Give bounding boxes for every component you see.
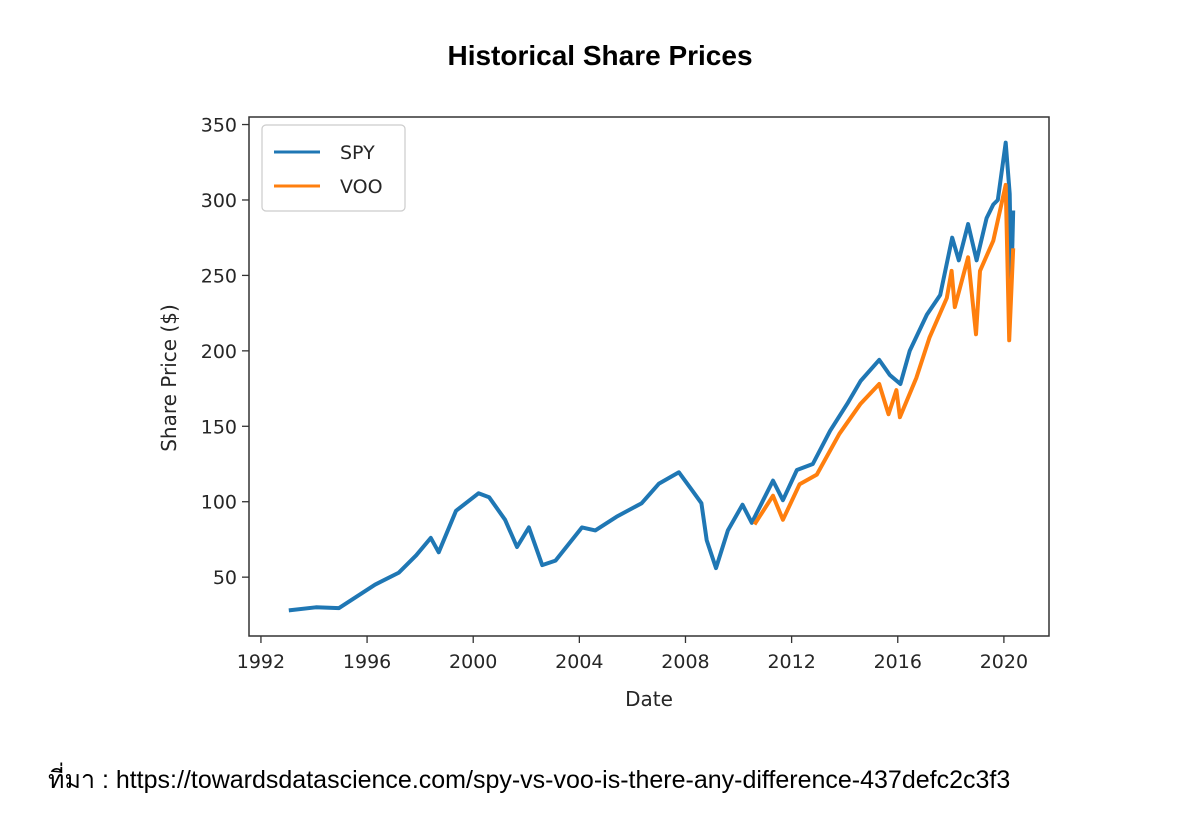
y-tick-label: 150 (201, 416, 237, 438)
y-tick-label: 100 (201, 492, 237, 514)
x-tick-label: 2000 (449, 651, 497, 673)
x-axis-label: Date (625, 687, 673, 711)
x-tick-label: 2004 (555, 651, 603, 673)
legend-label-spy: SPY (340, 142, 375, 164)
y-tick-label: 250 (201, 265, 237, 287)
chart-title: Historical Share Prices (447, 40, 753, 71)
x-tick-label: 2020 (980, 651, 1028, 673)
plot-frame (248, 116, 1050, 637)
series-line-spy (288, 140, 1016, 613)
x-tick-label: 1996 (343, 651, 391, 673)
series-line-voo (752, 182, 1016, 526)
legend: SPY VOO (261, 124, 406, 212)
y-tick-label: 300 (201, 190, 237, 212)
y-tick-label: 350 (201, 115, 237, 137)
legend-frame (261, 124, 406, 212)
x-tick-label: 2016 (874, 651, 922, 673)
y-tick-label: 50 (213, 567, 237, 589)
x-tick-label: 2008 (661, 651, 709, 673)
legend-label-voo: VOO (340, 176, 383, 198)
source-note: ที่มา : https://towardsdatascience.com/s… (48, 766, 1011, 794)
y-tick-label: 200 (201, 341, 237, 363)
x-tick-label: 2012 (767, 651, 815, 673)
y-axis-label: Share Price ($) (157, 304, 181, 452)
x-tick-label: 1992 (237, 651, 285, 673)
